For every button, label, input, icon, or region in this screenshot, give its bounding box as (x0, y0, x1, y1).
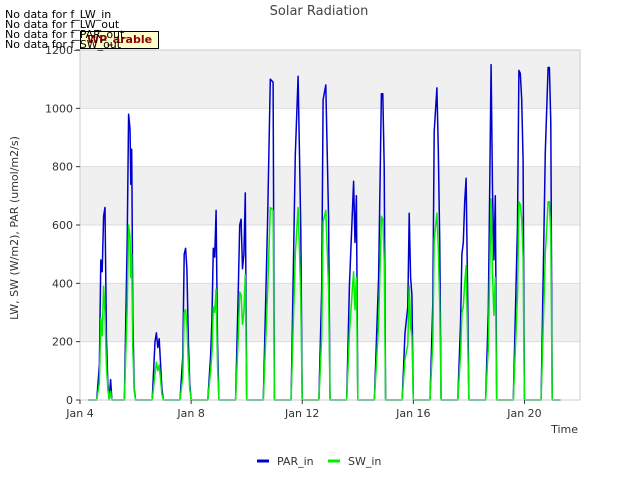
y-tick-label: 400 (52, 277, 73, 290)
x-tick-label: Jan 16 (395, 407, 430, 420)
y-tick-label: 600 (52, 219, 73, 232)
y-tick-label: 800 (52, 161, 73, 174)
y-axis-ticks: 0 200 400 600 800 1000 1200 (45, 44, 80, 407)
background-band (80, 108, 580, 167)
x-axis-ticks: Jan 4 Jan 8 Jan 12 Jan 16 Jan 20 (65, 400, 542, 420)
legend-label: SW_in (348, 455, 381, 468)
background-band (80, 166, 580, 225)
site-badge: WP_arable (80, 31, 160, 49)
background-band (80, 225, 580, 284)
legend: PAR_in SW_in (257, 455, 381, 468)
x-axis-label: Time (550, 423, 578, 436)
y-axis-label: LW, SW (W/m2), PAR (umol/m2/s) (8, 136, 21, 320)
x-tick-label: Jan 12 (284, 407, 319, 420)
x-tick-label: Jan 4 (65, 407, 93, 420)
no-data-message-lw-in: No data for f_LW_in (5, 8, 112, 21)
no-data-message-par-out: No data for f_PAR_out (5, 28, 125, 41)
x-tick-label: Jan 20 (506, 407, 541, 420)
y-tick-label: 1000 (45, 102, 73, 115)
y-tick-label: 1200 (45, 44, 73, 57)
no-data-message-sw-out: No data for f_SW_out (5, 38, 122, 51)
chart-title: Solar Radiation (270, 4, 369, 19)
x-tick-label: Jan 8 (176, 407, 204, 420)
legend-label: PAR_in (277, 455, 314, 468)
y-tick-label: 200 (52, 336, 73, 349)
no-data-message-lw-out: No data for f_LW_out (5, 18, 120, 31)
y-tick-label: 0 (66, 394, 73, 407)
background-band (80, 50, 580, 109)
